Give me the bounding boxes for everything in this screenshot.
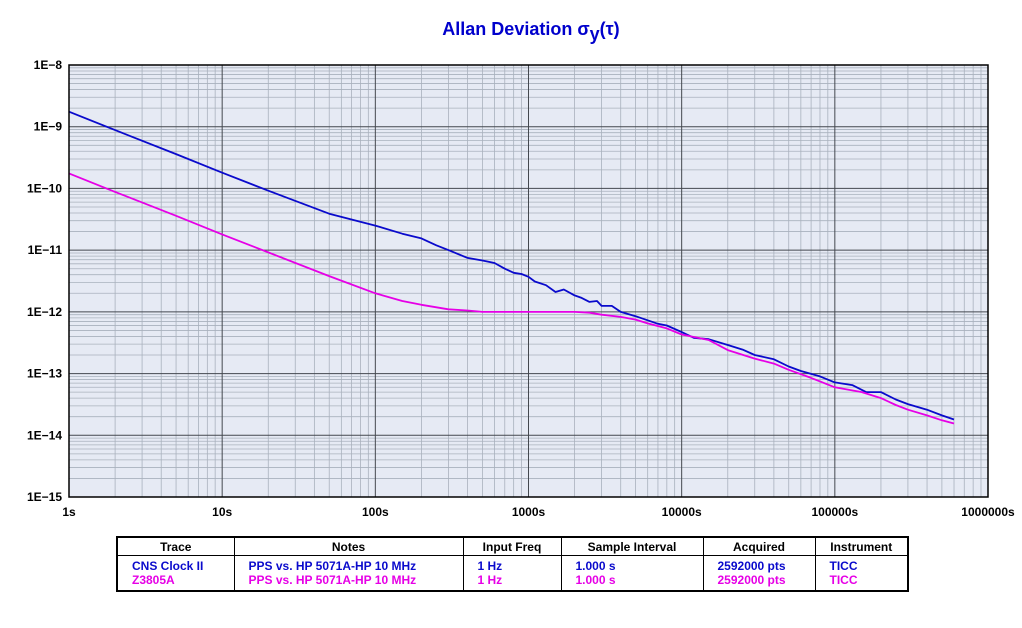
cell-acquired: 2592000 pts xyxy=(702,555,815,573)
x-tick-label: 1000000s xyxy=(961,505,1015,519)
x-tick-label: 10000s xyxy=(662,505,702,519)
y-tick-label: 1E−8 xyxy=(34,58,63,72)
header-notes: Notes xyxy=(233,536,464,556)
x-tick-label: 1000s xyxy=(512,505,546,519)
y-tick-label: 1E−14 xyxy=(27,428,62,442)
x-tick-label: 10s xyxy=(212,505,232,519)
y-tick-label: 1E−12 xyxy=(27,305,62,319)
y-tick-label: 1E−9 xyxy=(34,120,63,134)
y-tick-label: 1E−15 xyxy=(27,490,62,504)
series-layer xyxy=(68,110,955,425)
cell-input-freq: 1 Hz xyxy=(462,555,561,573)
legend-header-row: Trace Notes Input Freq Sample Interval A… xyxy=(116,536,909,556)
x-tick-label: 1s xyxy=(62,505,76,519)
header-input-freq: Input Freq xyxy=(462,536,562,556)
allan-deviation-chart: Allan Deviation σy(τ) 1s 10s 100s 1000s 1000… xyxy=(27,19,1015,519)
y-axis: 1E−8 1E−9 1E−10 1E−11 1E−12 1E−13 1E−14 1E−15 xyxy=(27,58,62,504)
header-trace: Trace xyxy=(116,536,235,556)
series-line-z3805a xyxy=(68,172,955,425)
cell-notes: PPS vs. HP 5071A-HP 10 MHz xyxy=(233,573,463,591)
y-tick-label: 1E−11 xyxy=(28,243,63,257)
cell-trace: CNS Clock II xyxy=(132,559,204,573)
chart-title: Allan Deviation σy(τ) xyxy=(442,19,619,44)
plot-border xyxy=(68,64,989,498)
x-axis: 1s 10s 100s 1000s 10000s 100000s 1000000s xyxy=(62,505,1015,519)
cell-acquired: 2592000 pts xyxy=(702,573,815,591)
cell-trace: Z3805A xyxy=(132,573,175,587)
y-tick-label: 1E−13 xyxy=(27,367,62,381)
cell-sample-interval: 1.000 s xyxy=(560,555,703,573)
legend-table: Trace Notes Input Freq Sample Interval A… xyxy=(116,536,909,592)
header-instrument: Instrument xyxy=(814,536,909,556)
cell-sample-interval: 1.000 s xyxy=(560,573,703,591)
header-sample-interval: Sample Interval xyxy=(560,536,704,556)
cell-instrument: TICC xyxy=(814,555,908,573)
cell-notes: PPS vs. HP 5071A-HP 10 MHz xyxy=(233,555,463,573)
x-tick-label: 100s xyxy=(362,505,389,519)
cell-input-freq: 1 Hz xyxy=(462,573,561,591)
cell-instrument: TICC xyxy=(814,573,908,591)
header-acquired: Acquired xyxy=(702,536,816,556)
y-tick-label: 1E−10 xyxy=(27,181,62,195)
legend-row-z3805a: Z3805A PPS vs. HP 5071A-HP 10 MHz 1 Hz 1… xyxy=(117,573,908,591)
legend-row-cns-clock-ii: CNS Clock II PPS vs. HP 5071A-HP 10 MHz … xyxy=(117,555,908,573)
x-tick-label: 100000s xyxy=(811,505,858,519)
series-line-cns-clock-ii xyxy=(68,110,955,421)
